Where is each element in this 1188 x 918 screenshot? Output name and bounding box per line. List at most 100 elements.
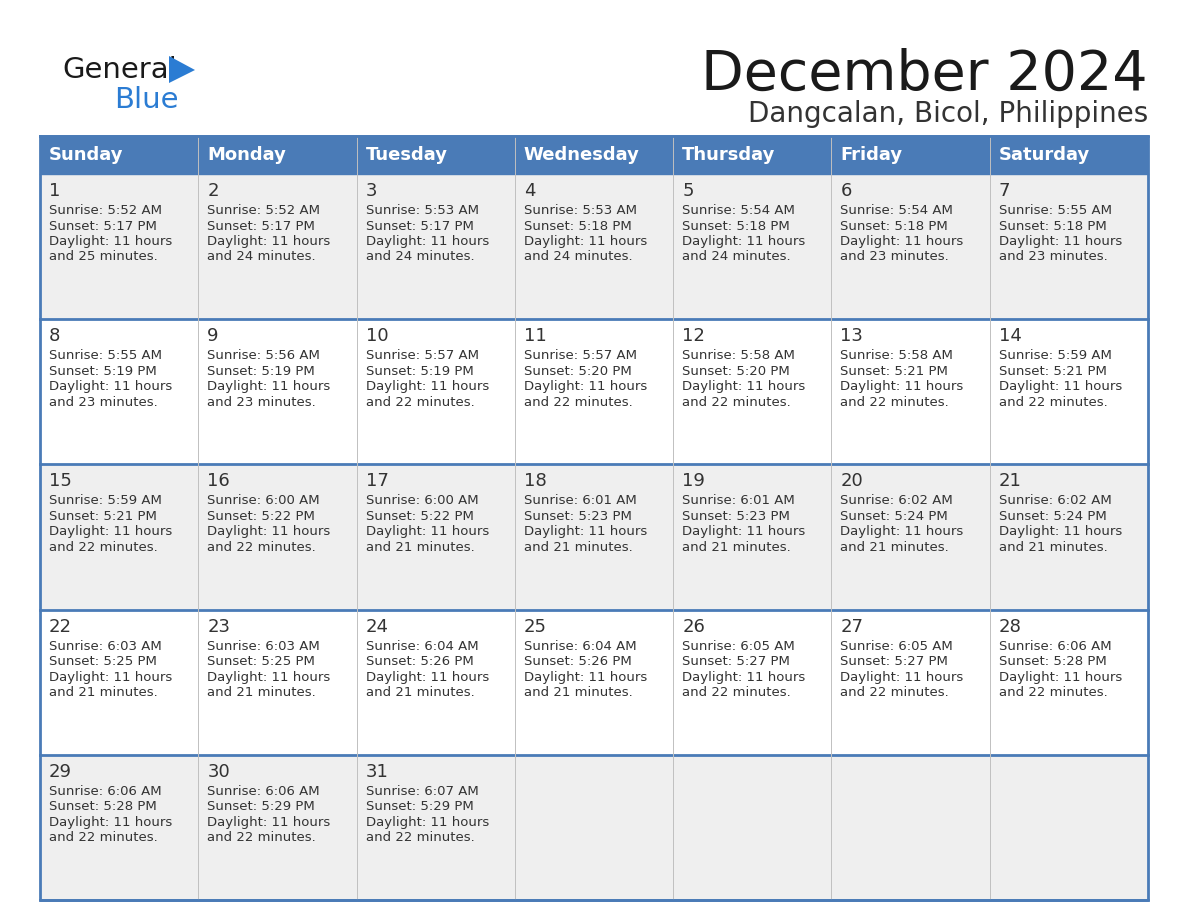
Text: Sunrise: 5:57 AM: Sunrise: 5:57 AM xyxy=(366,349,479,363)
Text: Daylight: 11 hours: Daylight: 11 hours xyxy=(682,671,805,684)
Text: and 22 minutes.: and 22 minutes. xyxy=(366,396,474,409)
Text: 22: 22 xyxy=(49,618,72,635)
Text: Sunset: 5:27 PM: Sunset: 5:27 PM xyxy=(682,655,790,668)
Text: Daylight: 11 hours: Daylight: 11 hours xyxy=(366,816,488,829)
Text: 1: 1 xyxy=(49,182,61,200)
Text: Sunrise: 6:06 AM: Sunrise: 6:06 AM xyxy=(207,785,320,798)
Text: and 21 minutes.: and 21 minutes. xyxy=(366,686,474,700)
Polygon shape xyxy=(169,56,195,83)
Text: Sunrise: 6:05 AM: Sunrise: 6:05 AM xyxy=(840,640,953,653)
Text: Sunrise: 6:07 AM: Sunrise: 6:07 AM xyxy=(366,785,479,798)
Bar xyxy=(40,755,1148,900)
Text: Daylight: 11 hours: Daylight: 11 hours xyxy=(366,525,488,538)
Text: and 25 minutes.: and 25 minutes. xyxy=(49,251,158,263)
Text: Sunset: 5:29 PM: Sunset: 5:29 PM xyxy=(366,800,473,813)
Text: Sunrise: 5:54 AM: Sunrise: 5:54 AM xyxy=(840,204,953,217)
Text: and 22 minutes.: and 22 minutes. xyxy=(840,396,949,409)
Text: Sunset: 5:17 PM: Sunset: 5:17 PM xyxy=(49,219,157,232)
Text: Daylight: 11 hours: Daylight: 11 hours xyxy=(999,671,1121,684)
Text: Sunset: 5:22 PM: Sunset: 5:22 PM xyxy=(366,509,474,523)
Text: Daylight: 11 hours: Daylight: 11 hours xyxy=(682,525,805,538)
Text: 30: 30 xyxy=(207,763,230,781)
Text: Sunrise: 5:58 AM: Sunrise: 5:58 AM xyxy=(682,349,795,363)
Text: 7: 7 xyxy=(999,182,1010,200)
Text: 29: 29 xyxy=(49,763,72,781)
Text: Daylight: 11 hours: Daylight: 11 hours xyxy=(840,380,963,393)
Text: and 23 minutes.: and 23 minutes. xyxy=(49,396,158,409)
Text: Daylight: 11 hours: Daylight: 11 hours xyxy=(49,380,172,393)
Text: Daylight: 11 hours: Daylight: 11 hours xyxy=(840,671,963,684)
Text: Sunrise: 5:59 AM: Sunrise: 5:59 AM xyxy=(999,349,1112,363)
Text: Daylight: 11 hours: Daylight: 11 hours xyxy=(366,235,488,248)
Text: and 24 minutes.: and 24 minutes. xyxy=(682,251,791,263)
Text: 12: 12 xyxy=(682,327,704,345)
Text: Sunrise: 5:57 AM: Sunrise: 5:57 AM xyxy=(524,349,637,363)
Text: Thursday: Thursday xyxy=(682,146,776,164)
Text: and 22 minutes.: and 22 minutes. xyxy=(840,686,949,700)
Text: Daylight: 11 hours: Daylight: 11 hours xyxy=(682,235,805,248)
Text: Sunset: 5:29 PM: Sunset: 5:29 PM xyxy=(207,800,315,813)
Text: 4: 4 xyxy=(524,182,536,200)
Text: Daylight: 11 hours: Daylight: 11 hours xyxy=(682,380,805,393)
Text: 3: 3 xyxy=(366,182,377,200)
Text: Daylight: 11 hours: Daylight: 11 hours xyxy=(524,671,647,684)
Text: Daylight: 11 hours: Daylight: 11 hours xyxy=(840,525,963,538)
Text: Sunrise: 5:59 AM: Sunrise: 5:59 AM xyxy=(49,495,162,508)
Text: December 2024: December 2024 xyxy=(701,48,1148,102)
Text: and 22 minutes.: and 22 minutes. xyxy=(682,396,791,409)
Text: 11: 11 xyxy=(524,327,546,345)
Text: and 22 minutes.: and 22 minutes. xyxy=(999,686,1107,700)
Text: Sunset: 5:19 PM: Sunset: 5:19 PM xyxy=(49,364,157,377)
Text: and 22 minutes.: and 22 minutes. xyxy=(682,686,791,700)
Text: Sunrise: 5:52 AM: Sunrise: 5:52 AM xyxy=(207,204,321,217)
Text: 9: 9 xyxy=(207,327,219,345)
Text: Daylight: 11 hours: Daylight: 11 hours xyxy=(999,235,1121,248)
Text: Sunrise: 5:56 AM: Sunrise: 5:56 AM xyxy=(207,349,320,363)
Text: and 23 minutes.: and 23 minutes. xyxy=(999,251,1107,263)
Bar xyxy=(40,174,1148,319)
Text: Sunset: 5:28 PM: Sunset: 5:28 PM xyxy=(999,655,1106,668)
Text: 25: 25 xyxy=(524,618,546,635)
Text: 21: 21 xyxy=(999,473,1022,490)
Text: Sunset: 5:24 PM: Sunset: 5:24 PM xyxy=(840,509,948,523)
Text: Sunset: 5:25 PM: Sunset: 5:25 PM xyxy=(49,655,157,668)
Text: Sunrise: 6:01 AM: Sunrise: 6:01 AM xyxy=(682,495,795,508)
Text: Sunrise: 5:53 AM: Sunrise: 5:53 AM xyxy=(524,204,637,217)
Text: and 22 minutes.: and 22 minutes. xyxy=(207,541,316,554)
Text: Daylight: 11 hours: Daylight: 11 hours xyxy=(366,671,488,684)
Text: and 21 minutes.: and 21 minutes. xyxy=(366,541,474,554)
Text: Sunset: 5:22 PM: Sunset: 5:22 PM xyxy=(207,509,315,523)
Text: Sunrise: 5:54 AM: Sunrise: 5:54 AM xyxy=(682,204,795,217)
Text: 8: 8 xyxy=(49,327,61,345)
Text: 18: 18 xyxy=(524,473,546,490)
Text: Sunset: 5:24 PM: Sunset: 5:24 PM xyxy=(999,509,1106,523)
Text: Sunset: 5:26 PM: Sunset: 5:26 PM xyxy=(524,655,632,668)
Text: Daylight: 11 hours: Daylight: 11 hours xyxy=(49,671,172,684)
Text: Sunset: 5:18 PM: Sunset: 5:18 PM xyxy=(999,219,1106,232)
Text: Daylight: 11 hours: Daylight: 11 hours xyxy=(207,235,330,248)
Text: 5: 5 xyxy=(682,182,694,200)
Text: 20: 20 xyxy=(840,473,864,490)
Text: Daylight: 11 hours: Daylight: 11 hours xyxy=(524,525,647,538)
Text: Sunrise: 6:06 AM: Sunrise: 6:06 AM xyxy=(999,640,1111,653)
Text: Sunrise: 6:06 AM: Sunrise: 6:06 AM xyxy=(49,785,162,798)
Text: Sunrise: 5:58 AM: Sunrise: 5:58 AM xyxy=(840,349,953,363)
Text: Sunrise: 6:03 AM: Sunrise: 6:03 AM xyxy=(207,640,320,653)
Text: 14: 14 xyxy=(999,327,1022,345)
Text: and 22 minutes.: and 22 minutes. xyxy=(49,541,158,554)
Text: Daylight: 11 hours: Daylight: 11 hours xyxy=(49,816,172,829)
Text: 10: 10 xyxy=(366,327,388,345)
Text: Daylight: 11 hours: Daylight: 11 hours xyxy=(366,380,488,393)
Text: Sunset: 5:18 PM: Sunset: 5:18 PM xyxy=(840,219,948,232)
Text: 15: 15 xyxy=(49,473,72,490)
Text: Sunset: 5:23 PM: Sunset: 5:23 PM xyxy=(524,509,632,523)
Text: and 22 minutes.: and 22 minutes. xyxy=(49,832,158,845)
Text: 17: 17 xyxy=(366,473,388,490)
Text: Sunrise: 5:53 AM: Sunrise: 5:53 AM xyxy=(366,204,479,217)
Text: Sunrise: 6:05 AM: Sunrise: 6:05 AM xyxy=(682,640,795,653)
Text: Sunrise: 6:00 AM: Sunrise: 6:00 AM xyxy=(207,495,320,508)
Text: Sunset: 5:25 PM: Sunset: 5:25 PM xyxy=(207,655,315,668)
Text: Wednesday: Wednesday xyxy=(524,146,639,164)
Text: 26: 26 xyxy=(682,618,704,635)
Text: Sunset: 5:17 PM: Sunset: 5:17 PM xyxy=(366,219,474,232)
